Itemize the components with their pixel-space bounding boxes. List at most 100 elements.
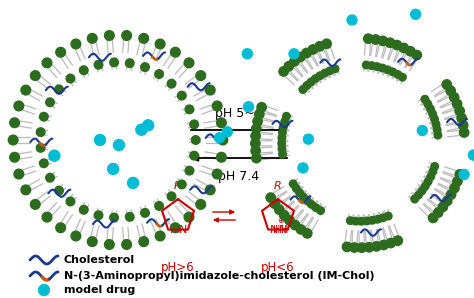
- Circle shape: [139, 237, 148, 246]
- Circle shape: [284, 62, 293, 71]
- Circle shape: [9, 135, 18, 145]
- Circle shape: [424, 178, 432, 185]
- Circle shape: [56, 47, 65, 57]
- Circle shape: [190, 151, 199, 160]
- Circle shape: [171, 223, 180, 233]
- Circle shape: [453, 177, 462, 186]
- Circle shape: [386, 238, 395, 248]
- Circle shape: [66, 74, 75, 83]
- Circle shape: [177, 180, 186, 189]
- Circle shape: [136, 124, 147, 135]
- Circle shape: [290, 180, 297, 187]
- Circle shape: [374, 215, 382, 223]
- Circle shape: [285, 216, 294, 225]
- Circle shape: [371, 35, 380, 44]
- Circle shape: [71, 39, 81, 49]
- Circle shape: [80, 66, 88, 74]
- Circle shape: [42, 212, 52, 222]
- Circle shape: [21, 185, 31, 195]
- Circle shape: [128, 177, 138, 188]
- Circle shape: [421, 183, 429, 190]
- Circle shape: [459, 128, 469, 137]
- Circle shape: [252, 124, 261, 134]
- Circle shape: [113, 139, 125, 150]
- Circle shape: [385, 38, 395, 47]
- Text: N: N: [279, 225, 287, 235]
- Circle shape: [418, 187, 426, 195]
- Circle shape: [296, 52, 305, 62]
- Circle shape: [185, 105, 194, 114]
- Circle shape: [459, 170, 469, 179]
- Circle shape: [278, 145, 286, 153]
- Circle shape: [399, 74, 406, 81]
- Circle shape: [21, 85, 31, 95]
- Circle shape: [10, 152, 19, 162]
- Circle shape: [433, 126, 441, 134]
- Circle shape: [417, 125, 428, 136]
- Text: R: R: [174, 181, 182, 191]
- Circle shape: [399, 43, 409, 53]
- Circle shape: [205, 85, 215, 95]
- Circle shape: [215, 133, 225, 143]
- Circle shape: [110, 213, 118, 222]
- Circle shape: [357, 218, 365, 225]
- Circle shape: [251, 131, 260, 141]
- Circle shape: [307, 78, 315, 86]
- Circle shape: [352, 217, 360, 225]
- Circle shape: [217, 152, 226, 162]
- Circle shape: [283, 113, 290, 120]
- Circle shape: [266, 193, 275, 202]
- Circle shape: [46, 98, 55, 107]
- Circle shape: [242, 49, 252, 59]
- Text: N: N: [170, 225, 179, 235]
- Circle shape: [290, 57, 299, 66]
- Text: H: H: [281, 225, 289, 235]
- Circle shape: [302, 229, 312, 238]
- Circle shape: [322, 39, 331, 49]
- Circle shape: [94, 134, 106, 145]
- Circle shape: [302, 48, 311, 58]
- Circle shape: [205, 185, 215, 195]
- Circle shape: [281, 118, 289, 125]
- Circle shape: [104, 240, 114, 249]
- Circle shape: [412, 50, 421, 60]
- Circle shape: [429, 168, 437, 175]
- Circle shape: [428, 213, 438, 223]
- Circle shape: [191, 136, 200, 144]
- Circle shape: [196, 71, 206, 80]
- Circle shape: [279, 128, 286, 136]
- Circle shape: [141, 209, 149, 217]
- Circle shape: [155, 202, 164, 210]
- Circle shape: [411, 195, 419, 203]
- Circle shape: [311, 75, 319, 83]
- Circle shape: [300, 193, 307, 201]
- Circle shape: [363, 217, 371, 225]
- Text: N: N: [270, 225, 279, 235]
- Circle shape: [279, 67, 288, 76]
- Circle shape: [468, 150, 474, 160]
- Text: model drug: model drug: [64, 285, 135, 295]
- Circle shape: [296, 225, 306, 234]
- Circle shape: [253, 117, 262, 126]
- Circle shape: [309, 45, 318, 54]
- Circle shape: [303, 82, 310, 89]
- Circle shape: [446, 86, 456, 95]
- Circle shape: [291, 221, 300, 230]
- Text: Cholesterol: Cholesterol: [64, 255, 135, 265]
- Circle shape: [292, 185, 300, 192]
- Circle shape: [94, 60, 103, 69]
- Circle shape: [394, 71, 401, 78]
- Circle shape: [122, 31, 131, 40]
- Circle shape: [257, 103, 266, 112]
- Circle shape: [298, 163, 308, 173]
- Text: pH>6: pH>6: [161, 261, 195, 274]
- Circle shape: [372, 242, 381, 251]
- Circle shape: [347, 15, 357, 25]
- Circle shape: [321, 69, 328, 77]
- Text: R: R: [274, 181, 282, 191]
- Circle shape: [384, 66, 392, 74]
- Circle shape: [299, 86, 307, 93]
- Text: ⊕: ⊕: [277, 215, 284, 225]
- Circle shape: [447, 190, 456, 199]
- Circle shape: [252, 153, 261, 163]
